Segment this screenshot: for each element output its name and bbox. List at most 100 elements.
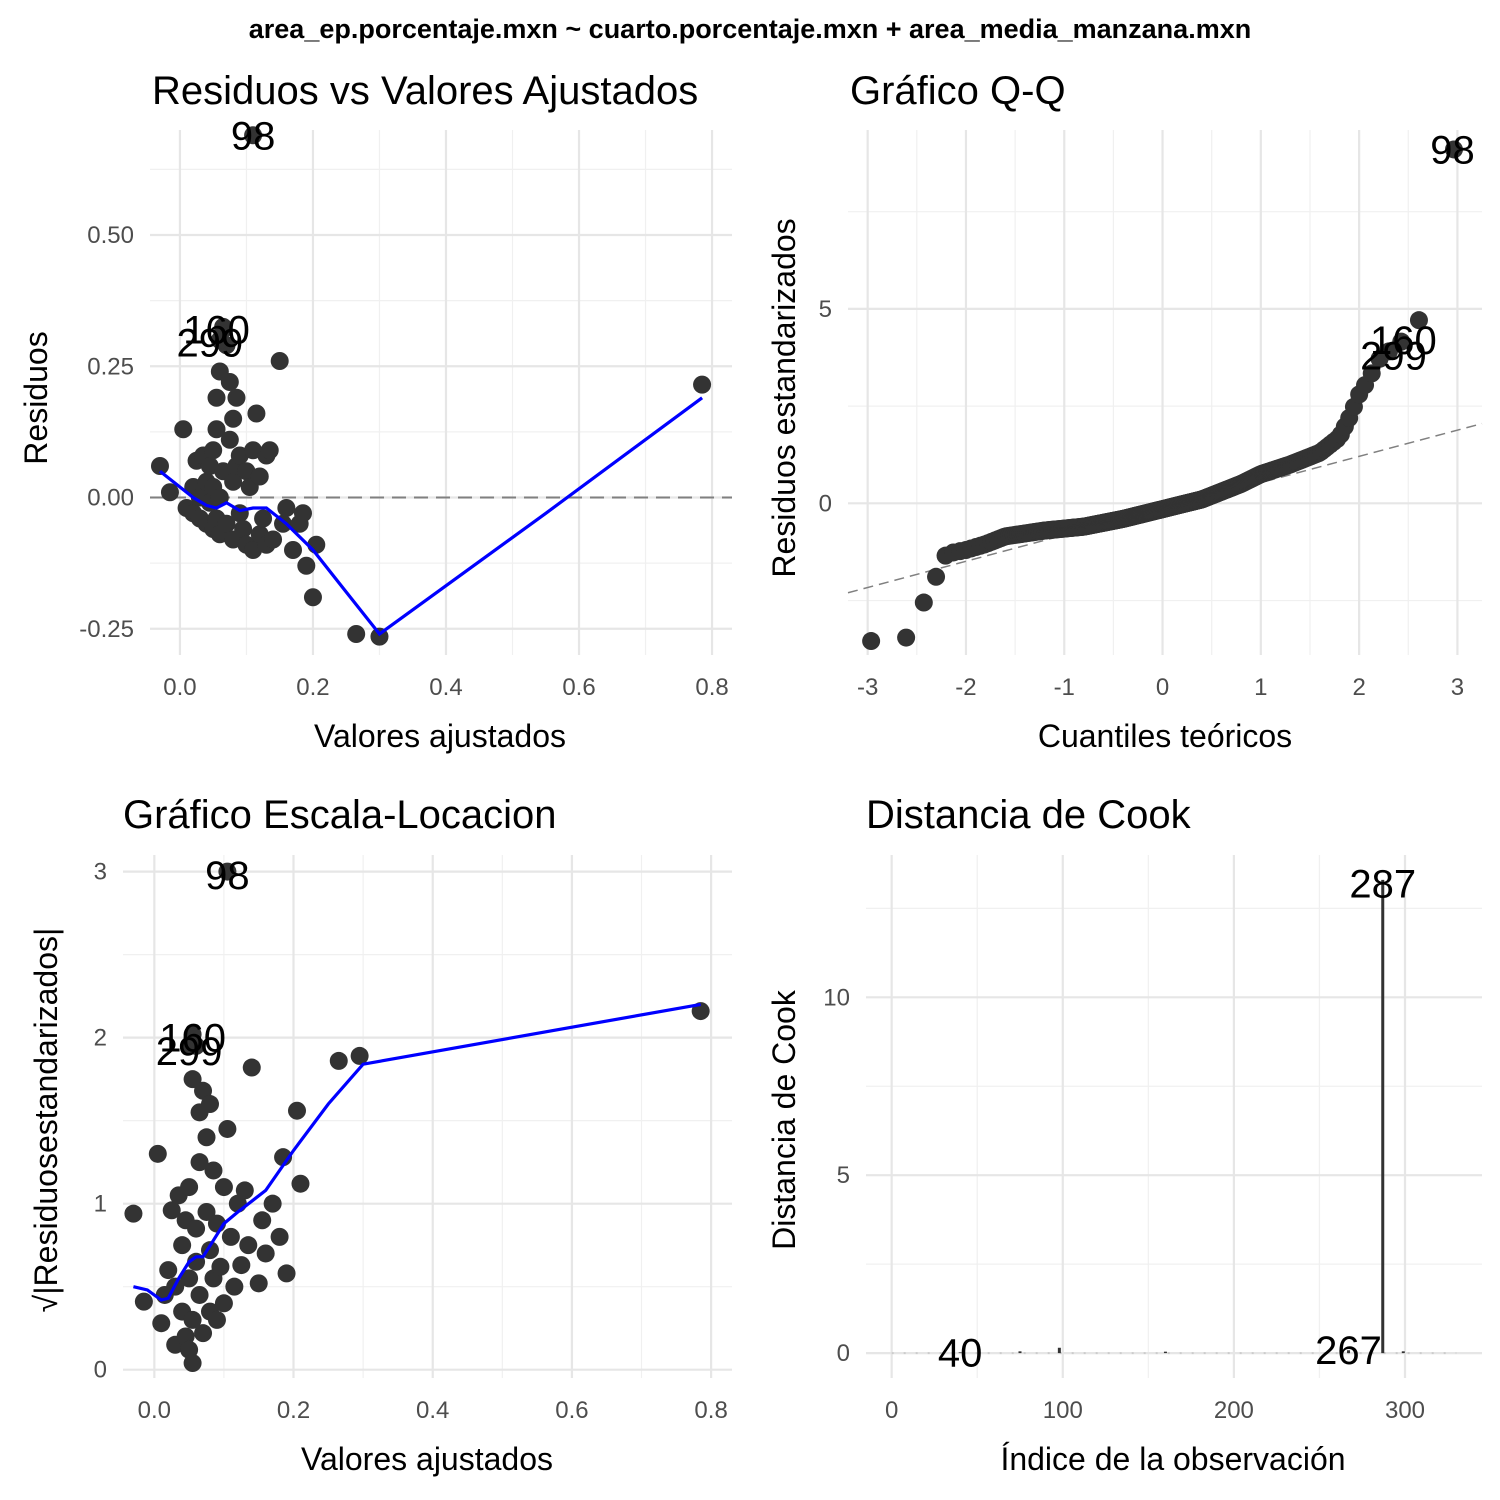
data-point: [214, 1294, 233, 1313]
data-point: [220, 430, 239, 449]
data-point: [204, 1161, 223, 1180]
data-point: [218, 1119, 237, 1138]
data-point: [180, 1178, 199, 1197]
x-tick-label: 0.6: [555, 1397, 588, 1424]
point-label: 98: [1430, 128, 1475, 172]
panel-cooks-distance: Distancia de Cook 0 100 200 300 0 5 10 287 40 267…: [766, 793, 1482, 1477]
data-point: [260, 441, 279, 460]
data-point: [148, 1144, 167, 1163]
data-point: [247, 404, 266, 423]
y-tick-label: 5: [837, 1162, 850, 1189]
data-point: [284, 541, 303, 559]
data-point: [224, 409, 243, 428]
data-point: [293, 504, 312, 523]
data-point: [249, 1274, 268, 1293]
data-point: [253, 1211, 272, 1230]
data-point: [197, 1128, 216, 1147]
data-point: [270, 1227, 289, 1246]
qq-point: [914, 593, 933, 612]
data-point: [183, 1070, 202, 1089]
data-point: [277, 499, 296, 517]
qq-point: [1444, 140, 1463, 159]
qq-point: [897, 628, 916, 647]
qq-point: [1380, 342, 1399, 361]
point-label: 299: [156, 1030, 223, 1074]
qq-point: [862, 632, 881, 651]
x-tick-label: 3: [1451, 674, 1464, 701]
x-tick-label: 0.2: [296, 674, 329, 701]
data-point: [264, 530, 283, 549]
panel-1-title: Residuos vs Valores Ajustados: [152, 69, 698, 113]
qq-point: [1409, 311, 1428, 330]
qq-point: [1362, 364, 1381, 383]
y-tick-label: 2: [94, 1025, 107, 1052]
data-point: [173, 1236, 192, 1255]
x-tick-label: 2: [1352, 674, 1365, 701]
data-point: [347, 625, 366, 643]
y-tick-label: 5: [819, 296, 832, 323]
y-tick-label: 1: [94, 1191, 107, 1218]
x-tick-label: -3: [857, 674, 878, 701]
figure-suptitle: area_ep.porcentaje.mxn ~ cuarto.porcenta…: [249, 14, 1251, 44]
data-point: [150, 457, 169, 475]
panel-4-xlabel: Índice de la observación: [1000, 1441, 1345, 1477]
point-label: 160: [159, 1017, 226, 1061]
point-label: 98: [231, 114, 276, 158]
data-point: [220, 373, 239, 391]
point-label: 287: [1349, 862, 1416, 906]
data-point: [201, 1095, 219, 1114]
x-tick-label: 300: [1385, 1397, 1425, 1424]
data-point: [183, 1310, 202, 1329]
y-tick-label: 10: [823, 984, 850, 1011]
data-point: [329, 1051, 348, 1070]
data-point: [693, 375, 712, 394]
smooth-line: [159, 396, 704, 637]
y-tick-label: 3: [94, 859, 107, 886]
data-point: [307, 535, 326, 554]
data-point: [218, 862, 237, 881]
data-point: [244, 126, 263, 145]
y-tick-label: 0.00: [87, 485, 134, 512]
panel-3-xlabel: Valores ajustados: [301, 1441, 553, 1477]
point-label: 98: [205, 854, 250, 898]
data-point: [124, 1204, 143, 1223]
x-tick-label: 0.0: [163, 674, 196, 701]
qq-point: [1392, 332, 1411, 351]
panel-4-title: Distancia de Cook: [866, 793, 1192, 837]
x-tick-label: 200: [1214, 1397, 1254, 1424]
smooth-line: [133, 1002, 701, 1302]
x-tick-label: 0.4: [429, 674, 462, 701]
x-tick-label: 0.8: [694, 1397, 727, 1424]
point-label: 40: [938, 1331, 983, 1375]
data-point: [159, 1261, 178, 1280]
x-tick-label: 0.6: [562, 674, 595, 701]
data-point: [160, 483, 179, 502]
data-point: [256, 1244, 275, 1263]
panel-1-ylabel: Residuos: [18, 331, 54, 464]
data-point: [187, 1219, 206, 1238]
data-point: [207, 420, 226, 439]
data-point: [291, 1174, 310, 1193]
data-point: [211, 1257, 230, 1276]
panel-1-xlabel: Valores ajustados: [314, 718, 566, 754]
data-point: [263, 1194, 282, 1213]
point-label: 267: [1315, 1329, 1382, 1373]
data-point: [214, 1178, 233, 1197]
data-point: [350, 1046, 369, 1065]
data-point: [225, 1277, 244, 1296]
data-point: [204, 441, 223, 460]
data-point: [234, 520, 253, 538]
point-label: 299: [176, 322, 243, 366]
data-point: [190, 1153, 209, 1172]
y-tick-label: 0: [94, 1357, 107, 1384]
point-label: 299: [1360, 335, 1427, 379]
data-point: [197, 1202, 216, 1221]
panel-2-ylabel: Residuos estandarizados: [766, 218, 802, 577]
data-point: [221, 1227, 240, 1246]
data-point: [210, 488, 229, 507]
data-point: [235, 1181, 254, 1200]
data-point: [224, 472, 243, 491]
